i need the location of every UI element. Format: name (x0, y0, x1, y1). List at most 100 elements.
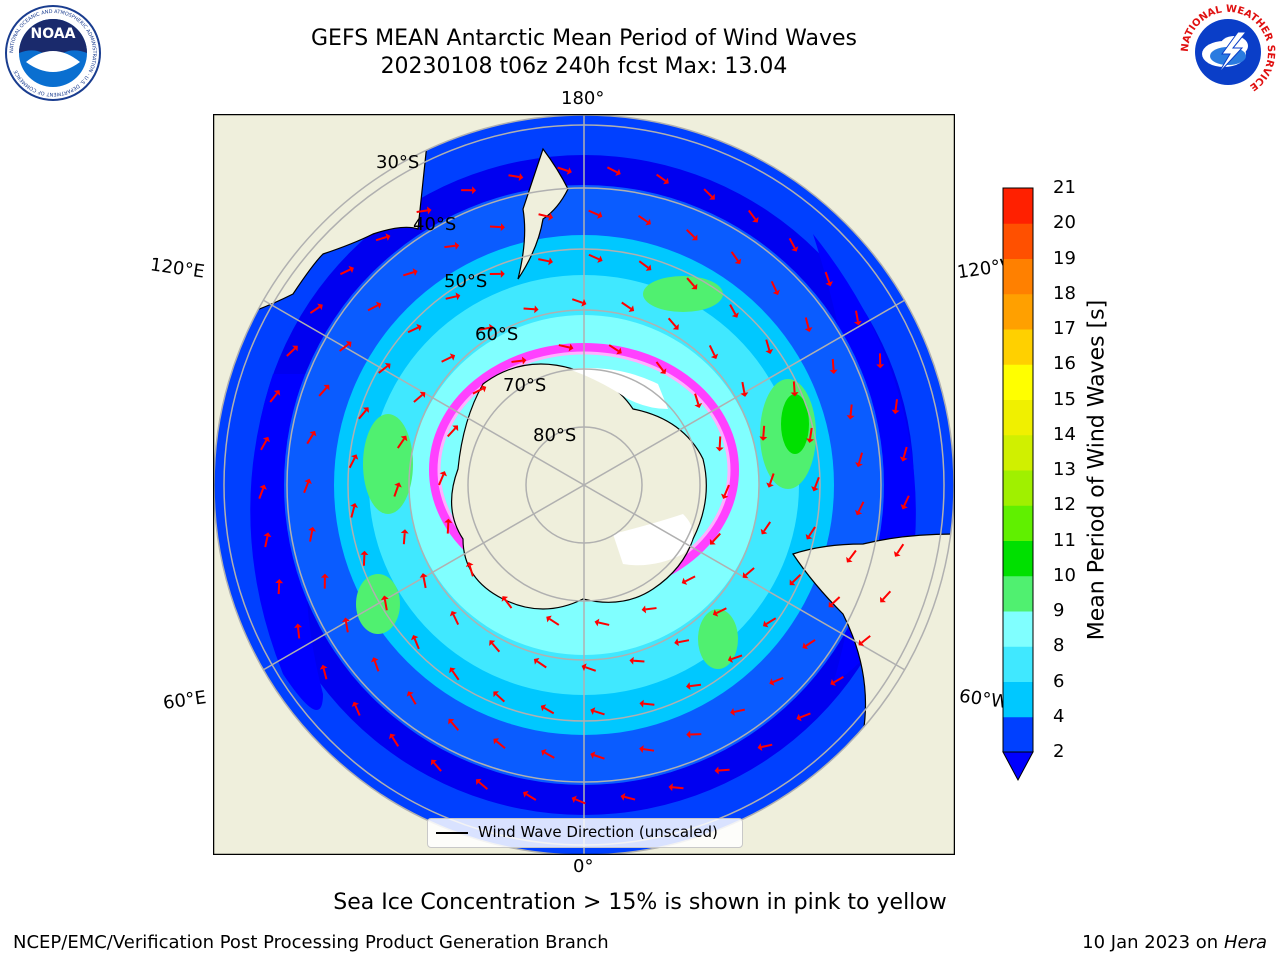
wind-wave-arrowhead (740, 392, 749, 397)
wind-wave-arrow (667, 317, 677, 328)
wind-wave-arrowhead (590, 751, 596, 759)
wind-wave-arrow (264, 536, 269, 548)
wind-wave-arrowhead (384, 362, 391, 370)
wind-wave-arrowhead (899, 456, 908, 462)
wind-wave-arrowhead (546, 615, 552, 623)
colorbar-band (1003, 540, 1033, 577)
wind-wave-arrowhead (893, 551, 901, 557)
wind-wave-arrowhead (309, 430, 317, 437)
wind-wave-arrow (543, 706, 555, 715)
wind-wave-arrowhead (855, 462, 863, 468)
wind-wave-arrowhead (597, 255, 603, 263)
wind-wave-arrow (450, 721, 460, 731)
wind-wave-arrow (848, 549, 857, 560)
colorbar-tick-label: 12 (1053, 494, 1076, 516)
wind-wave-arrowhead (691, 234, 698, 241)
wind-wave-arrowhead (789, 579, 796, 586)
wind-wave-arrow (422, 576, 427, 589)
wind-wave-arrow (558, 344, 570, 349)
wind-wave-arrowhead (731, 312, 739, 318)
colorbar-band (1003, 611, 1033, 647)
colorbar (1002, 187, 1034, 782)
wind-wave-arrow (375, 236, 387, 242)
wind-wave-arrowhead (616, 347, 622, 355)
wind-wave-arrow (413, 638, 420, 650)
wind-wave-arrowhead (830, 678, 836, 686)
noaa-logo-text: NOAA (31, 26, 76, 42)
wind-wave-arrowhead (628, 305, 635, 313)
wind-wave-arrow (451, 670, 460, 681)
wind-wave-arrow (544, 751, 555, 759)
colorbar-tick-label: 2 (1053, 741, 1065, 762)
wind-wave-arrow (585, 666, 597, 672)
wind-wave-arrow (538, 258, 550, 263)
wind-wave-arrow (765, 617, 777, 625)
wind-wave-arrowhead (493, 738, 500, 745)
wind-wave-arrow (309, 530, 314, 542)
wind-wave-arrow (593, 710, 605, 716)
wind-wave-arrow (830, 596, 841, 606)
wind-wave-arrowhead (709, 193, 715, 200)
wind-wave-arrowhead (465, 562, 474, 568)
colorbar-band (1003, 258, 1033, 295)
wind-wave-arrow (645, 607, 657, 611)
wind-wave-arrow (606, 166, 618, 174)
wind-wave-arrowhead (489, 640, 496, 646)
wind-wave-arrow (491, 642, 501, 653)
wind-wave-arrowhead (581, 663, 587, 671)
colorbar-tick-label: 20 (1053, 212, 1076, 234)
wind-wave-arrowhead (548, 257, 553, 266)
wind-wave-arrow (571, 298, 583, 304)
lat-label-50s: 50°S (444, 271, 488, 292)
wind-wave-arrowhead (846, 556, 853, 563)
wind-wave-arrow (391, 736, 400, 747)
wind-wave-arrowhead (668, 783, 673, 792)
wind-wave-arrow (593, 754, 605, 760)
wind-wave-arrowhead (765, 349, 774, 354)
polar-map (213, 114, 955, 855)
wind-wave-arrow (902, 446, 908, 458)
wind-wave-arrow (638, 260, 649, 269)
wind-wave-arrow (472, 387, 484, 395)
wind-wave-arrowhead (828, 601, 835, 608)
colorbar-band (1003, 716, 1033, 753)
wind-wave-arrow (831, 358, 835, 371)
wind-wave-arrow (446, 522, 450, 534)
wind-wave-arrowhead (275, 579, 284, 584)
wind-wave-arrow (624, 795, 636, 801)
wind-wave-arrowhead (455, 292, 461, 301)
wind-wave-arrow (322, 668, 328, 680)
wind-wave-arrowhead (350, 503, 359, 508)
colorbar-band (1003, 505, 1033, 541)
wind-wave-arrow (633, 659, 645, 663)
wind-wave-arrow (588, 253, 600, 261)
wind-wave-arrowhead (400, 529, 409, 534)
wind-wave-arrow (413, 394, 423, 403)
wind-wave-arrow (378, 365, 389, 374)
colorbar-tick-label: 10 (1053, 564, 1076, 586)
footer-date: 10 Jan 2023 on Hera (1082, 932, 1267, 953)
colorbar-tick-label: 9 (1053, 600, 1065, 621)
wind-wave-arrow (689, 683, 702, 688)
wind-wave-arrow (672, 786, 684, 790)
footer-host: Hera (1223, 932, 1267, 953)
wind-wave-arrowhead (454, 241, 460, 250)
wind-wave-arrowhead (730, 708, 735, 716)
colorbar-tick-label: 4 (1053, 705, 1065, 727)
legend-label: Wind Wave Direction (unscaled) (478, 823, 718, 841)
wind-wave-arrow (588, 209, 600, 217)
colorbar-band (1003, 223, 1033, 259)
wind-wave-arrow (712, 532, 721, 543)
lon-label-60e: 60°E (161, 687, 208, 714)
colorbar-label: Mean Period of Wind Waves [s] (1084, 299, 1110, 641)
wind-wave-arrow (348, 457, 356, 469)
wind-wave-arrowhead (802, 642, 808, 650)
wind-wave-arrowhead (540, 704, 547, 712)
wind-wave-arrow (731, 654, 743, 661)
wind-wave-arrow (762, 425, 766, 437)
wind-wave-arrowhead (597, 211, 603, 219)
wind-wave-arrow (813, 476, 820, 488)
wind-wave-arrow (694, 393, 700, 405)
wind-wave-arrowhead (449, 353, 456, 361)
wind-wave-arrow (511, 359, 523, 363)
